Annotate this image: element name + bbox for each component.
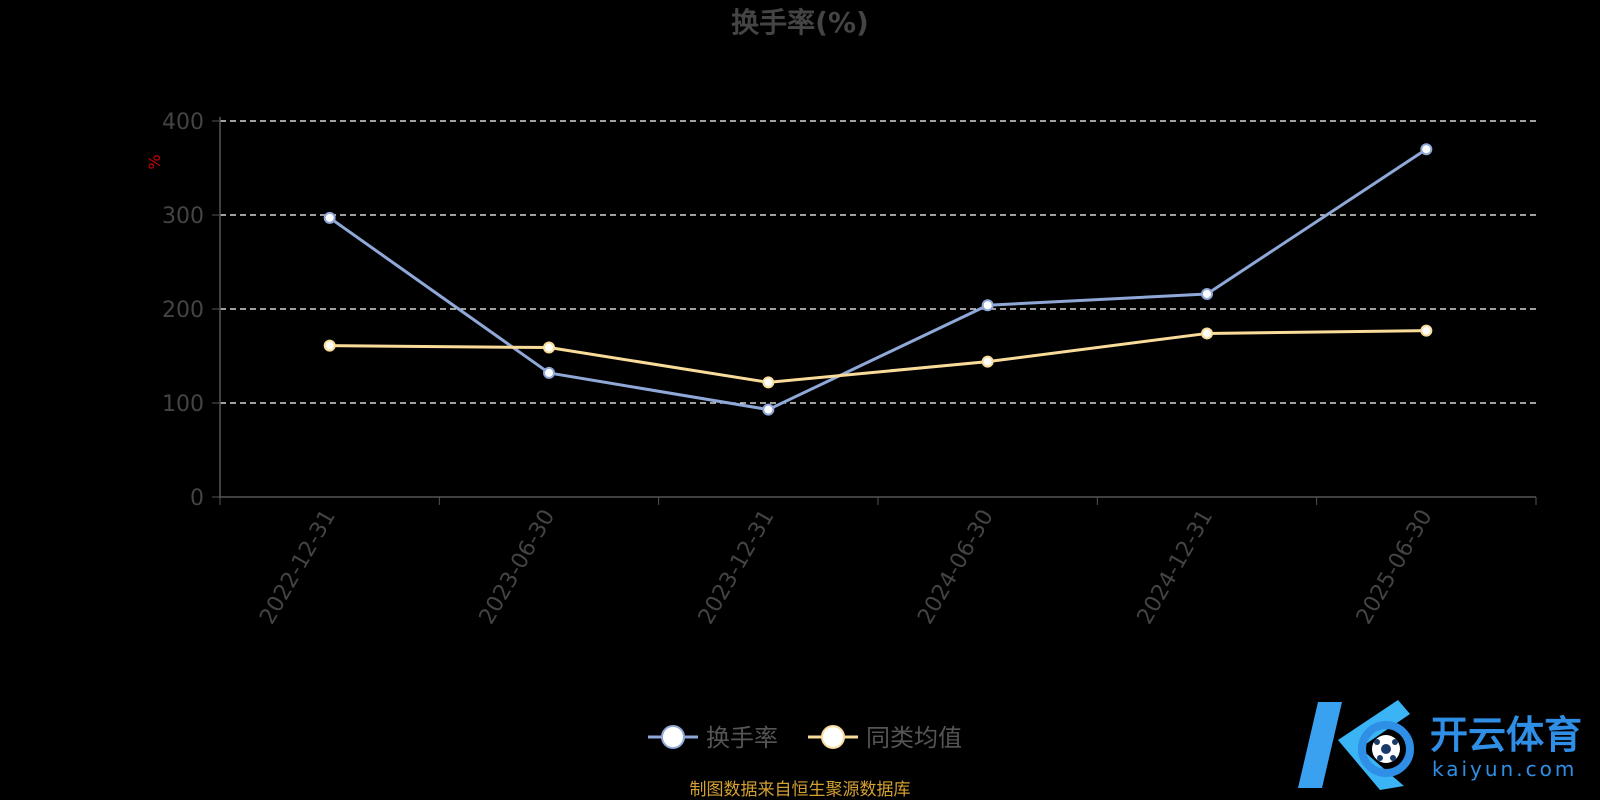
x-tick-label: 2025-06-30 <box>1352 506 1438 629</box>
data-point <box>1420 324 1433 337</box>
legend-label: 换手率 <box>706 724 778 752</box>
series-line <box>329 329 1427 384</box>
y-tick-label: 300 <box>162 204 204 229</box>
x-tick-label: 2023-12-31 <box>694 506 780 629</box>
legend-marker <box>661 725 685 749</box>
chart-title: 换手率(%) <box>731 6 869 39</box>
data-point <box>323 211 336 224</box>
y-tick-label: 0 <box>190 486 204 511</box>
data-point <box>543 341 555 354</box>
x-tick-label: 2024-12-31 <box>1133 506 1219 629</box>
data-point <box>762 403 775 416</box>
kaiyun-logo-icon <box>1298 700 1414 790</box>
data-source-note: 制图数据来自恒生聚源数据库 <box>690 780 911 800</box>
x-tick-label: 2024-06-30 <box>913 506 999 629</box>
logo-domain: kaiyun.com <box>1432 757 1577 781</box>
grid-lines <box>220 120 1536 404</box>
y-tick-label: 100 <box>162 392 204 417</box>
data-point <box>323 339 336 352</box>
data-point <box>1420 143 1433 156</box>
legend[interactable]: 换手率 同类均值 <box>648 724 962 752</box>
y-tick-labels: 0 100 200 300 400 <box>162 110 204 511</box>
series-2 <box>323 324 1433 389</box>
legend-label: 同类均值 <box>866 724 962 752</box>
y-axis-unit: % <box>145 154 164 169</box>
legend-marker <box>821 725 845 749</box>
data-point <box>1201 287 1213 300</box>
y-tick-label: 200 <box>162 298 204 323</box>
y-tick-label: 400 <box>162 110 204 135</box>
data-point <box>981 355 994 368</box>
x-tick-label: 2023-06-30 <box>475 506 561 629</box>
x-tick-labels: 2022-12-31 2023-06-30 2023-12-31 2024-06-30… <box>255 506 1437 629</box>
legend-item-1[interactable]: 换手率 <box>648 724 778 752</box>
series-1 <box>323 143 1433 416</box>
logo-name: 开云体育 <box>1430 713 1582 757</box>
legend-item-2[interactable]: 同类均值 <box>808 724 962 752</box>
data-point <box>543 366 555 379</box>
axes <box>212 117 1537 505</box>
kaiyun-logo: 开云体育 kaiyun.com <box>1298 700 1582 790</box>
data-point <box>762 376 775 389</box>
series-group <box>323 143 1433 416</box>
x-tick-label: 2022-12-31 <box>255 506 341 629</box>
data-point <box>981 299 994 312</box>
data-point <box>1201 327 1213 340</box>
